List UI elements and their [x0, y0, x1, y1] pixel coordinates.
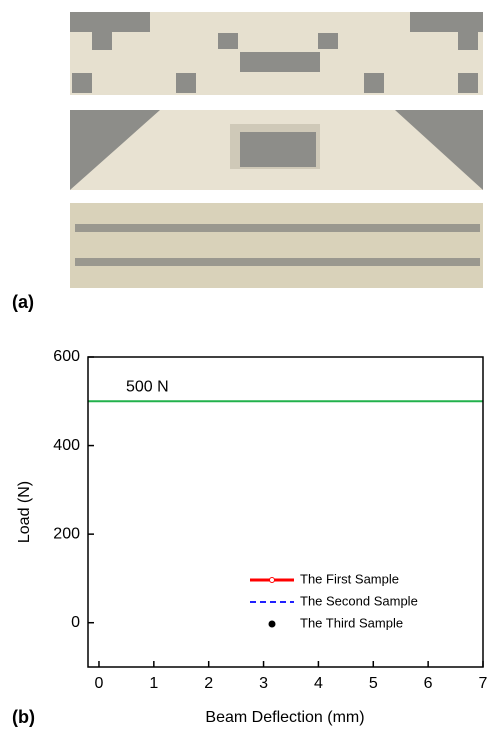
y-axis-label: Load (N) — [16, 481, 33, 543]
y-tick-label: 200 — [53, 525, 80, 542]
y-tick-label: 0 — [71, 614, 80, 631]
x-tick-label: 2 — [204, 675, 213, 692]
x-axis-label: Beam Deflection (mm) — [205, 709, 364, 726]
x-tick-label: 0 — [95, 675, 104, 692]
legend-marker — [268, 620, 276, 628]
legend-label: The Third Sample — [300, 615, 403, 630]
photo-middle — [70, 110, 483, 190]
x-tick-label: 5 — [369, 675, 378, 692]
photo-top — [70, 12, 483, 95]
legend-label: The First Sample — [300, 571, 399, 586]
plot-frame — [87, 356, 484, 668]
x-tick-label: 6 — [424, 675, 433, 692]
x-tick-label: 3 — [259, 675, 268, 692]
photo-bottom — [70, 203, 483, 288]
x-tick-label: 4 — [314, 675, 323, 692]
legend-marker — [269, 577, 275, 583]
panel-label: (b) — [12, 707, 35, 727]
x-tick-label: 7 — [479, 675, 488, 692]
x-tick-label: 1 — [149, 675, 158, 692]
y-tick-label: 600 — [53, 348, 80, 365]
panel-label: (a) — [12, 292, 34, 312]
legend-label: The Second Sample — [300, 593, 418, 608]
reference-label: 500 N — [126, 379, 169, 396]
y-tick-label: 400 — [53, 437, 80, 454]
